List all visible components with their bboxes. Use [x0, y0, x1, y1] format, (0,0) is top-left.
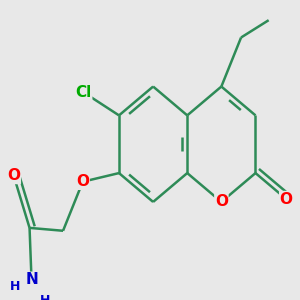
Text: N: N	[25, 272, 38, 287]
Text: O: O	[215, 194, 228, 209]
Text: Cl: Cl	[75, 85, 92, 100]
Text: O: O	[7, 169, 20, 184]
Text: H: H	[40, 294, 50, 300]
Text: O: O	[280, 191, 293, 206]
Text: O: O	[76, 174, 89, 189]
Text: H: H	[10, 280, 20, 293]
